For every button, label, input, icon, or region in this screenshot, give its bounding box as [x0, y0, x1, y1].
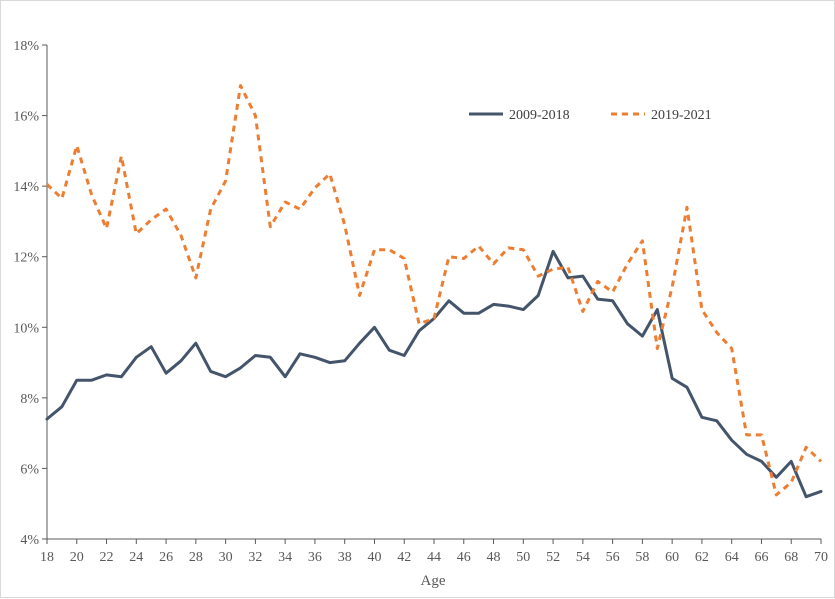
x-tick-label: 62	[695, 550, 709, 565]
x-tick-label: 58	[635, 550, 649, 565]
x-tick-label: 42	[397, 550, 411, 565]
y-tick-label: 12%	[13, 251, 39, 266]
x-axis-title: Age	[421, 573, 446, 589]
series-line-2	[45, 84, 823, 497]
x-tick-label: 52	[546, 550, 560, 565]
x-tick-label: 68	[784, 550, 798, 565]
y-tick-label: 8%	[20, 392, 39, 407]
legend-label-1: 2009-2018	[509, 108, 570, 123]
x-tick-label: 34	[278, 550, 292, 565]
y-tick-label: 16%	[13, 110, 39, 125]
x-tick-label: 32	[248, 550, 262, 565]
x-tick-label: 46	[457, 550, 471, 565]
x-tick-label: 40	[367, 550, 381, 565]
x-tick-label: 48	[487, 550, 501, 565]
y-tick-label: 10%	[13, 321, 39, 336]
legend-label-2: 2019-2021	[651, 108, 712, 123]
x-tick-label: 30	[219, 550, 233, 565]
x-tick-label: 60	[665, 550, 679, 565]
x-tick-label: 50	[516, 550, 530, 565]
x-tick-label: 28	[189, 550, 203, 565]
x-tick-label: 36	[308, 550, 322, 565]
x-tick-label: 56	[606, 550, 620, 565]
x-tick-label: 64	[725, 550, 739, 565]
x-tick-label: 24	[129, 550, 143, 565]
y-tick-label: 6%	[20, 462, 39, 477]
x-tick-label: 70	[814, 550, 828, 565]
x-tick-label: 38	[338, 550, 352, 565]
x-tick-label: 20	[70, 550, 84, 565]
series-line-1	[45, 249, 823, 499]
y-tick-label: 4%	[20, 533, 39, 548]
x-tick-label: 26	[159, 550, 173, 565]
x-tick-label: 44	[427, 550, 441, 565]
x-tick-label: 22	[100, 550, 114, 565]
y-tick-label: 18%	[13, 39, 39, 54]
x-tick-label: 18	[40, 550, 54, 565]
x-tick-label: 66	[754, 550, 768, 565]
y-tick-label: 14%	[13, 180, 39, 195]
x-tick-label: 54	[576, 550, 590, 565]
